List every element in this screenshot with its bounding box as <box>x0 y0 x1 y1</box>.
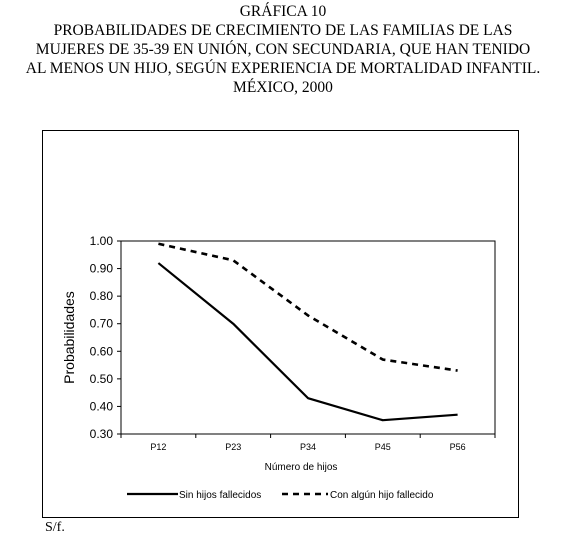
title-line-4: AL MENOS UN HIJO, SEGÚN EXPERIENCIA DE M… <box>25 60 541 77</box>
series-line-1 <box>157 262 458 422</box>
x-tick-label: P12 <box>150 442 166 452</box>
y-tick-label: 0.30 <box>90 427 114 441</box>
y-tick-label: 0.70 <box>90 317 114 331</box>
legend-label-2: Con algún hijo fallecido <box>330 490 434 501</box>
plot-area <box>120 240 496 435</box>
y-tick-label: 0.80 <box>90 289 114 303</box>
x-tick-label: P45 <box>375 442 391 452</box>
chart-frame <box>42 130 519 518</box>
x-tick-label: P34 <box>300 442 316 452</box>
title-line-2: PROBABILIDADES DE CRECIMIENTO DE LAS FAM… <box>53 22 513 39</box>
y-tick-label: 1.00 <box>90 234 114 248</box>
y-tick-label: 0.50 <box>90 372 114 386</box>
series-line-2 <box>158 242 458 372</box>
x-axis-label: Número de hijos <box>265 462 338 473</box>
chart-title-block: GRÁFICA 10 PROBABILIDADES DE CRECIMIENTO… <box>0 0 566 97</box>
y-axis-label: Probabilidades <box>61 291 77 384</box>
source-note: S/f. <box>45 520 65 535</box>
title-line-5: MÉXICO, 2000 <box>233 79 333 96</box>
title-line-3: MUJERES DE 35-39 EN UNIÓN, CON SECUNDARI… <box>35 41 531 58</box>
x-tick-label: P56 <box>450 442 466 452</box>
x-tick-label: P23 <box>225 442 241 452</box>
y-tick-label: 0.90 <box>90 262 114 276</box>
y-tick-label: 0.40 <box>90 399 114 413</box>
title-line-1: GRÁFICA 10 <box>239 3 327 20</box>
y-tick-label: 0.60 <box>90 344 114 358</box>
legend-label-1: Sin hijos fallecidos <box>179 490 261 501</box>
